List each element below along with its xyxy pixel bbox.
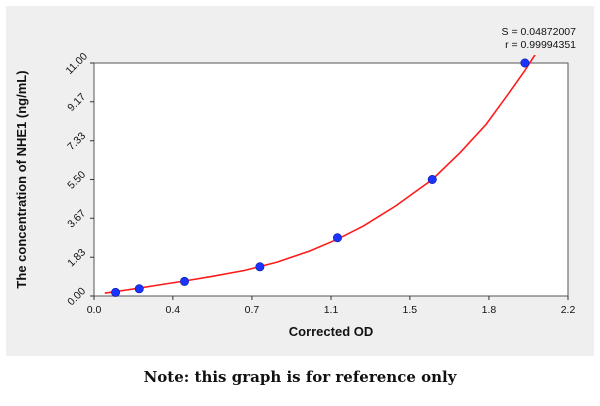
x-axis-title: Corrected OD	[289, 324, 374, 339]
x-tick-label: 1.5	[403, 304, 418, 316]
x-tick-label: 0.4	[166, 304, 181, 316]
data-point	[520, 58, 530, 68]
data-point	[332, 233, 342, 243]
chart-svg: 0.0 0.4 0.7 1.1 1.5 1.8 2.2 0.00 1.83 3.67 5.50 7.3…	[14, 50, 576, 339]
s-value-label: S = 0.04872007	[501, 26, 576, 38]
r-value-label: r = 0.99994351	[505, 39, 576, 51]
x-tick-label: 1.1	[324, 304, 339, 316]
y-tick-label: 0.00	[65, 285, 88, 308]
data-point	[179, 276, 189, 286]
x-tick-label: 1.8	[482, 304, 497, 316]
data-point	[134, 284, 144, 294]
data-point	[427, 175, 437, 185]
reference-note: Note: this graph is for reference only	[143, 368, 457, 386]
plot-area	[93, 62, 569, 297]
data-point	[111, 287, 121, 297]
fit-statistics: S = 0.04872007 r = 0.99994351	[502, 26, 576, 52]
y-tick-label: 11.00	[63, 50, 90, 77]
x-tick-label: 2.2	[561, 304, 576, 316]
x-tick-label: 0.0	[87, 304, 102, 316]
fit-curve	[104, 55, 536, 294]
y-tick-label: 9.17	[65, 91, 88, 114]
y-tick-label: 7.33	[65, 130, 88, 153]
x-tick-label: 0.7	[245, 304, 260, 316]
y-tick-label: 3.67	[65, 207, 88, 230]
data-point	[255, 262, 265, 272]
y-tick-label: 1.83	[65, 246, 88, 269]
y-tick-label: 5.50	[65, 169, 88, 192]
chart-panel: 0.0 0.4 0.7 1.1 1.5 1.8 2.2 0.00 1.83 3.67 5.50 7.3…	[6, 6, 594, 356]
y-axis-title: The concentration of NHE1 (ng/mL)	[14, 70, 29, 288]
